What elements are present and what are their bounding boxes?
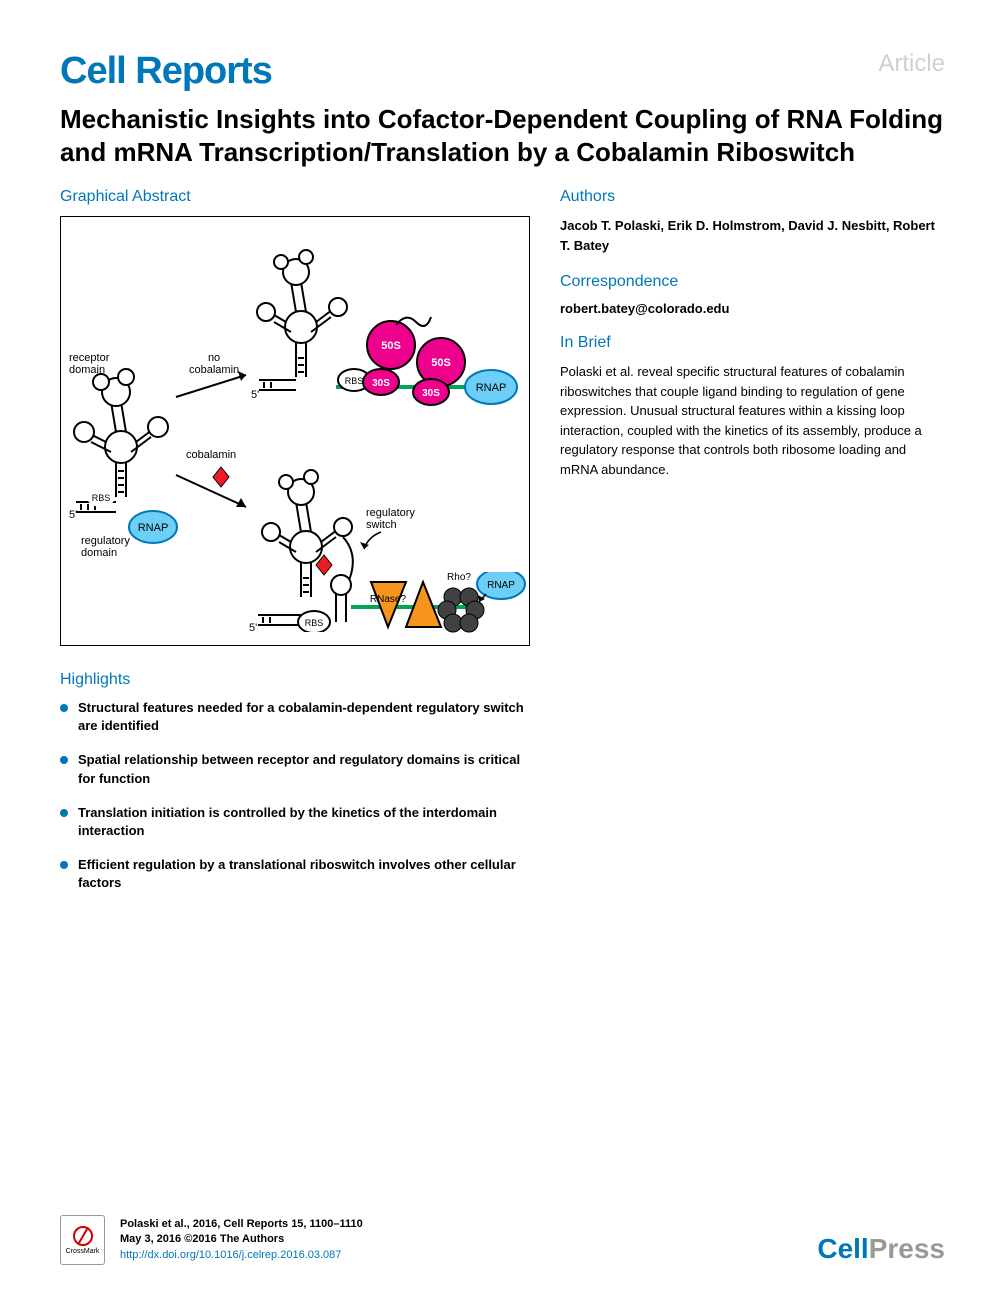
five-prime-label-2: 5': [251, 389, 259, 401]
svg-text:RBS: RBS: [345, 376, 364, 386]
svg-text:50S: 50S: [381, 340, 401, 352]
bullet-icon: [60, 861, 68, 869]
svg-text:Rho?: Rho?: [447, 572, 471, 583]
highlight-text: Translation initiation is controlled by …: [78, 804, 530, 840]
regulatory-switch-arrow: [356, 527, 386, 557]
cobalamin-icon: [211, 465, 231, 489]
highlight-item: Spatial relationship between receptor an…: [60, 751, 530, 787]
highlights-heading: Highlights: [60, 671, 530, 689]
citation-block: Polaski et al., 2016, Cell Reports 15, 1…: [120, 1217, 363, 1263]
svg-text:RNAP: RNAP: [138, 522, 169, 534]
five-prime-label-1: 5': [69, 509, 77, 521]
authors-heading: Authors: [560, 188, 945, 206]
citation-line-1: Polaski et al., 2016, Cell Reports 15, 1…: [120, 1217, 363, 1232]
receptor-domain-label: receptor domain: [69, 352, 109, 376]
cobalamin-label: cobalamin: [186, 449, 236, 461]
highlight-item: Translation initiation is controlled by …: [60, 804, 530, 840]
svg-text:RNAP: RNAP: [476, 382, 507, 394]
doi-link[interactable]: http://dx.doi.org/10.1016/j.celrep.2016.…: [120, 1248, 363, 1263]
bullet-icon: [60, 809, 68, 817]
cellpress-logo: CellPress: [817, 1233, 945, 1265]
crossmark-label: CrossMark: [66, 1248, 100, 1255]
in-brief-heading: In Brief: [560, 334, 945, 352]
crossmark-icon: [73, 1226, 93, 1246]
svg-text:50S: 50S: [431, 357, 451, 369]
svg-text:30S: 30S: [422, 388, 440, 399]
cellpress-cell: Cell: [817, 1233, 868, 1264]
highlight-text: Spatial relationship between receptor an…: [78, 751, 530, 787]
five-prime-label-3: 5': [249, 622, 257, 634]
bullet-icon: [60, 704, 68, 712]
highlight-item: Structural features needed for a cobalam…: [60, 699, 530, 735]
citation-line-2: May 3, 2016 ©2016 The Authors: [120, 1232, 363, 1247]
regulatory-domain-label: regulatory domain: [81, 535, 130, 559]
no-cobalamin-label: no cobalamin: [189, 352, 239, 376]
svg-text:30S: 30S: [372, 378, 390, 389]
article-type-label: Article: [878, 50, 945, 78]
degradation-complex: RNase? Rho? RNAP: [351, 572, 526, 642]
svg-text:RBS: RBS: [92, 493, 111, 503]
svg-text:RBS: RBS: [305, 618, 324, 628]
graphical-abstract-heading: Graphical Abstract: [60, 188, 530, 206]
authors-list: Jacob T. Polaski, Erik D. Holmstrom, Dav…: [560, 216, 945, 255]
article-title: Mechanistic Insights into Cofactor-Depen…: [60, 103, 945, 168]
svg-text:RNAP: RNAP: [487, 580, 515, 591]
in-brief-text: Polaski et al. reveal specific structura…: [560, 362, 945, 479]
highlight-text: Structural features needed for a cobalam…: [78, 699, 530, 735]
correspondence-email[interactable]: robert.batey@colorado.edu: [560, 301, 945, 316]
bullet-icon: [60, 756, 68, 764]
graphical-abstract-figure: RBS RNAP 5' receptor domain regulatory d…: [60, 216, 530, 646]
svg-text:RNase?: RNase?: [370, 594, 407, 605]
cellpress-press: Press: [869, 1233, 945, 1264]
crossmark-badge[interactable]: CrossMark: [60, 1215, 105, 1265]
correspondence-heading: Correspondence: [560, 273, 945, 291]
highlight-text: Efficient regulation by a translational …: [78, 856, 530, 892]
highlight-item: Efficient regulation by a translational …: [60, 856, 530, 892]
journal-name: Cell Reports: [60, 50, 272, 93]
ribosome-complex: RBS 50S 30S 50S 30S RNAP: [336, 307, 526, 417]
